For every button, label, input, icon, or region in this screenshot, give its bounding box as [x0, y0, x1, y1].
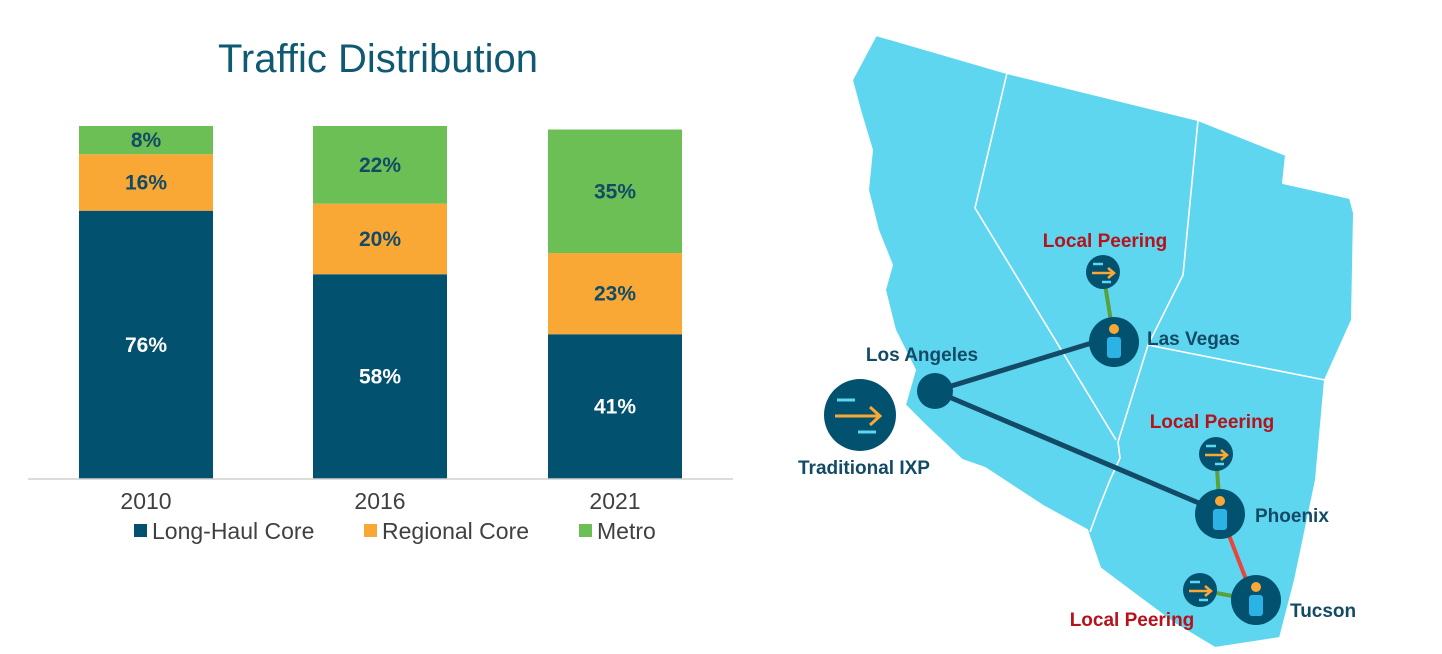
local-peering-label-phoenix: Local Peering — [1150, 412, 1275, 433]
bar-value-label: 41% — [594, 396, 636, 419]
los-angeles-label: Los Angeles — [866, 345, 978, 366]
phoenix-peering-icon — [1199, 437, 1233, 471]
traffic-distribution-chart: Traffic Distribution 76% 16% 8% 58% 20% 22% 41… — [28, 37, 733, 544]
bar-2021-series-0 — [548, 334, 682, 479]
phoenix-label: Phoenix — [1255, 506, 1329, 527]
bar-2010-series-0 — [79, 210, 213, 479]
las-vegas-peering-icon — [1086, 255, 1120, 289]
legend-swatch — [364, 524, 377, 537]
bar-value-label: 20% — [359, 228, 401, 251]
bar-2016-series-1 — [313, 203, 447, 275]
las-vegas-person-icon — [1089, 317, 1139, 367]
legend-label: Metro — [597, 518, 656, 544]
legend-swatch — [134, 524, 147, 537]
las-vegas-label: Las Vegas — [1147, 329, 1240, 350]
bar-2016-series-2 — [313, 126, 447, 204]
local-peering-label-lasvegas: Local Peering — [1043, 231, 1168, 252]
tucson-label: Tucson — [1290, 601, 1356, 622]
bars-group: 76% 16% 8% 58% 20% 22% 41% 23% 35% — [79, 126, 682, 479]
legend-label: Long-Haul Core — [152, 518, 314, 544]
bar-2016-series-0 — [313, 274, 447, 479]
bar-value-label: 22% — [359, 154, 401, 177]
bar-2021-series-2 — [548, 129, 682, 254]
x-ticks: 2010 2016 2021 — [120, 488, 640, 514]
bar-value-label: 23% — [594, 283, 636, 306]
phoenix-person-icon — [1195, 489, 1245, 539]
legend: Long-Haul Core Regional Core Metro — [134, 518, 656, 544]
bar-2010-series-1 — [79, 154, 213, 211]
x-tick-label: 2021 — [589, 488, 640, 514]
bar-value-label: 8% — [131, 129, 162, 152]
local-peering-label-tucson: Local Peering — [1070, 610, 1195, 631]
traditional-ixp-label: Traditional IXP — [798, 458, 930, 479]
legend-label: Regional Core — [382, 518, 529, 544]
chart-title: Traffic Distribution — [218, 37, 538, 81]
link-la-lasvegas — [934, 339, 1096, 394]
bar-2021-series-1 — [548, 253, 682, 335]
bar-value-label: 58% — [359, 366, 401, 389]
bar-value-label: 35% — [594, 180, 636, 203]
los-angeles-node — [917, 373, 953, 409]
state-borders — [974, 72, 1326, 533]
peering-map: Los Angeles Traditional IXP Local Peerin… — [798, 34, 1356, 649]
legend-swatch — [579, 524, 592, 537]
x-tick-label: 2016 — [354, 488, 405, 514]
tucson-person-icon — [1231, 575, 1281, 625]
x-tick-label: 2010 — [120, 488, 171, 514]
link-la-phoenix — [934, 388, 1221, 515]
bar-value-label: 16% — [125, 171, 167, 194]
traditional-ixp-icon — [824, 379, 896, 451]
bar-2010-series-2 — [79, 126, 213, 155]
tucson-peering-icon — [1183, 573, 1217, 607]
bar-value-label: 76% — [125, 334, 167, 357]
